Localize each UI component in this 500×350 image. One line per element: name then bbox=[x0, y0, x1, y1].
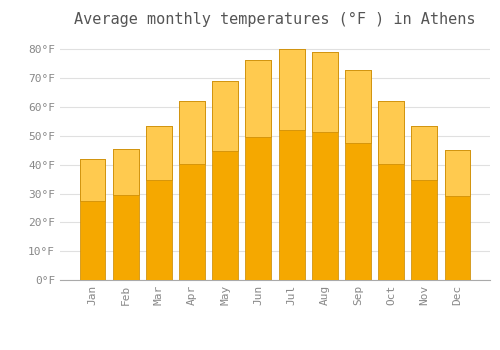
Bar bbox=[312, 52, 338, 132]
Bar bbox=[112, 149, 138, 280]
Bar bbox=[378, 101, 404, 280]
Bar bbox=[146, 126, 172, 180]
Bar bbox=[312, 52, 338, 280]
Bar bbox=[179, 101, 205, 280]
Bar bbox=[412, 126, 438, 180]
Bar bbox=[444, 150, 470, 196]
Bar bbox=[146, 126, 172, 280]
Bar bbox=[112, 149, 138, 195]
Bar bbox=[179, 101, 205, 164]
Bar bbox=[345, 70, 371, 280]
Bar bbox=[278, 49, 304, 280]
Bar bbox=[278, 49, 304, 130]
Bar bbox=[80, 159, 106, 201]
Bar bbox=[378, 101, 404, 164]
Bar bbox=[412, 126, 438, 280]
Title: Average monthly temperatures (°F ) in Athens: Average monthly temperatures (°F ) in At… bbox=[74, 12, 476, 27]
Bar bbox=[212, 81, 238, 280]
Bar bbox=[444, 150, 470, 280]
Bar bbox=[345, 70, 371, 143]
Bar bbox=[212, 81, 238, 151]
Bar bbox=[246, 60, 272, 136]
Bar bbox=[80, 159, 106, 280]
Bar bbox=[246, 60, 272, 280]
